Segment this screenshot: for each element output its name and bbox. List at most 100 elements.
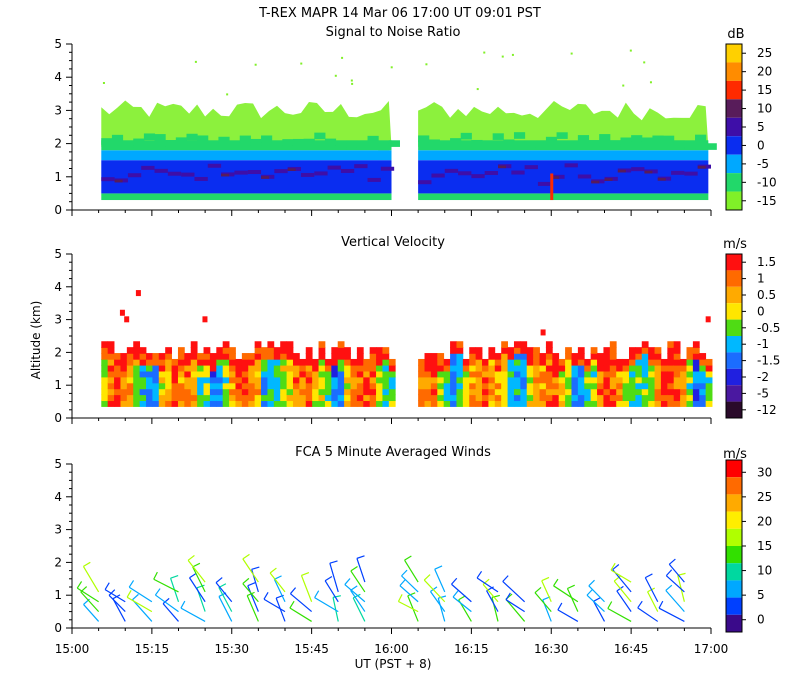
- vv-cell: [494, 400, 502, 407]
- vv-cell: [120, 388, 128, 396]
- wind-barb: [534, 592, 552, 612]
- vv-cell: [209, 394, 217, 402]
- vv-cell: [363, 388, 371, 396]
- vv-cell: [597, 394, 604, 402]
- vv-cell: [101, 388, 109, 396]
- vv-cell: [376, 353, 383, 360]
- vv-cell: [369, 370, 377, 378]
- vv-cell: [533, 376, 540, 384]
- snr-region: [482, 142, 494, 150]
- vv-cell: [197, 382, 204, 390]
- vv-cell: [146, 400, 153, 407]
- vv-cell: [590, 388, 598, 396]
- wind-barb-flag: [612, 564, 620, 571]
- x-tick-label: 15:15: [135, 642, 170, 656]
- wind-barb-flag: [505, 592, 511, 601]
- vv-cell: [545, 400, 553, 407]
- vv-cell: [292, 358, 300, 366]
- vv-cell: [533, 370, 540, 378]
- wind-barb-flag: [352, 593, 361, 599]
- vv-cell: [443, 358, 451, 366]
- snr-region: [327, 165, 341, 170]
- vv-cell: [337, 400, 345, 407]
- vv-cell: [165, 382, 172, 390]
- vv-cell: [660, 364, 668, 372]
- vv-cell: [520, 341, 528, 348]
- y-tick-label: 4: [54, 280, 62, 294]
- wind-barb-flag: [332, 595, 341, 598]
- snr-region: [133, 138, 145, 146]
- vv-colorbar: 1.5 1 0.5 0 -0.5 -1 -1.5 -2 -5 -12: [725, 253, 780, 419]
- vv-cell: [680, 364, 687, 372]
- vv-cell: [331, 388, 339, 396]
- vv-cell: [305, 376, 313, 384]
- vv-cell: [482, 358, 489, 366]
- vv-cell: [475, 347, 483, 354]
- wind-barb-flag: [324, 575, 333, 582]
- vv-cell: [590, 400, 598, 407]
- vv-cell: [577, 370, 585, 378]
- wind-barb-flag: [104, 582, 110, 590]
- vv-cell: [190, 388, 198, 396]
- snr-outlier: [629, 49, 632, 52]
- vv-cell: [369, 382, 377, 390]
- vv-cell: [590, 394, 598, 402]
- vv-cell: [273, 400, 281, 407]
- vv-cell: [488, 370, 496, 378]
- vv-cell: [133, 376, 141, 384]
- vv-cell: [318, 388, 326, 396]
- vv-cell: [216, 376, 224, 384]
- vv-cell: [146, 382, 153, 390]
- wind-barb: [505, 599, 525, 613]
- vv-cell: [418, 376, 425, 384]
- vv-cell: [107, 358, 115, 366]
- vv-cell: [171, 382, 179, 390]
- vv-cell: [705, 364, 713, 372]
- snr-region: [101, 140, 392, 151]
- vv-cell: [292, 394, 300, 402]
- snr-region: [503, 139, 515, 147]
- colorbar-label: 20: [757, 65, 772, 79]
- vv-cell: [158, 358, 166, 366]
- vv-cell: [376, 376, 383, 384]
- vv-cell: [280, 382, 287, 390]
- vv-cell: [603, 394, 611, 402]
- vv-cell: [424, 394, 432, 402]
- wind-barb: [83, 604, 100, 622]
- vv-cell: [331, 370, 339, 378]
- vv-unit-label: m/s: [723, 237, 747, 252]
- colorbar-swatch: [726, 191, 742, 210]
- snr-region: [335, 143, 347, 150]
- vv-cell: [686, 347, 694, 354]
- figure-title: T-REX MAPR 14 Mar 06 17:00 UT 09:01 PST: [258, 6, 541, 21]
- x-axis-label: UT (PST + 8): [355, 657, 432, 671]
- vv-cell: [686, 394, 694, 402]
- vv-cell: [526, 388, 534, 396]
- vv-cell: [565, 347, 572, 354]
- vv-cell: [475, 400, 483, 407]
- vv-cell: [337, 376, 345, 384]
- vv-cell: [424, 353, 432, 360]
- vv-cell: [450, 353, 457, 360]
- vv-cell: [418, 370, 425, 378]
- vv-cell: [628, 388, 636, 396]
- vv-cell: [469, 388, 477, 396]
- snr-region: [641, 137, 653, 145]
- vv-cell: [369, 353, 377, 360]
- vv-cell: [177, 353, 185, 360]
- wind-barb-flag: [251, 566, 260, 570]
- wind-barb-flag: [108, 589, 116, 596]
- vv-cell: [558, 358, 566, 366]
- vv-cell: [312, 388, 319, 396]
- vv-cell: [133, 394, 141, 402]
- vv-cell: [443, 388, 451, 396]
- vv-cell: [648, 394, 655, 402]
- wind-barb: [553, 585, 579, 603]
- vv-cell: [261, 364, 268, 372]
- vv-outlier: [705, 316, 711, 323]
- vv-cell: [229, 347, 236, 354]
- vv-cell: [356, 364, 364, 372]
- vv-cell: [526, 400, 534, 407]
- vv-cell: [286, 353, 294, 360]
- vv-cell: [286, 388, 294, 396]
